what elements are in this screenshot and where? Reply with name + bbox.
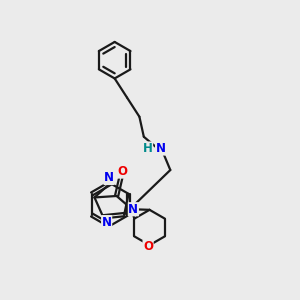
Text: O: O bbox=[118, 165, 128, 178]
Text: N: N bbox=[102, 216, 112, 229]
Text: H: H bbox=[143, 142, 153, 155]
Text: N: N bbox=[104, 172, 114, 184]
Text: N: N bbox=[156, 142, 166, 155]
Text: N: N bbox=[128, 203, 138, 216]
Text: O: O bbox=[143, 240, 153, 253]
